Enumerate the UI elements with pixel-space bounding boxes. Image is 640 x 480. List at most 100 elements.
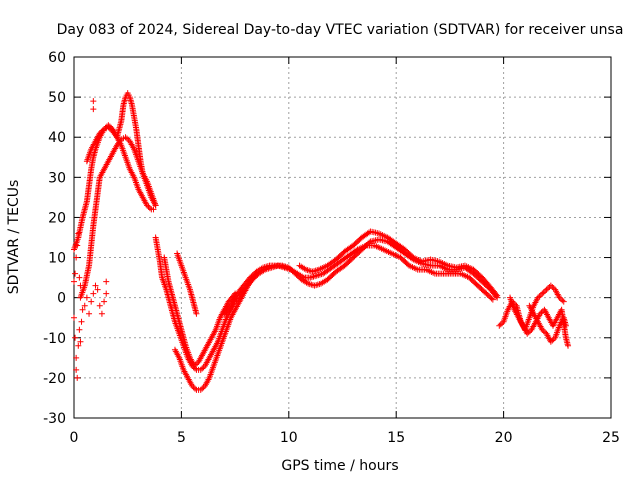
data-point (102, 124, 109, 131)
data-point (525, 329, 532, 336)
y-tick-label: 10 (48, 251, 66, 267)
data-point (547, 338, 554, 345)
y-tick-label: 60 (48, 50, 66, 66)
data-point (103, 278, 110, 285)
data-point (79, 306, 86, 313)
series-track-1 (71, 124, 157, 253)
data-point (123, 135, 130, 142)
data-point (73, 366, 80, 373)
data-point (74, 374, 81, 381)
data-point (76, 274, 83, 281)
data-point (96, 302, 103, 309)
data-point (562, 322, 569, 329)
data-point (144, 202, 151, 209)
y-tick-label: -20 (43, 371, 66, 387)
series-scatter-early (71, 98, 110, 381)
data-point (105, 122, 112, 129)
data-point (101, 298, 108, 305)
x-tick-label: 20 (495, 430, 513, 446)
data-point (494, 292, 501, 299)
data-point (101, 126, 108, 133)
data-point (90, 290, 97, 297)
data-point (72, 334, 79, 341)
data-point (559, 297, 566, 304)
data-point (103, 290, 110, 297)
x-tick-label: 10 (280, 430, 298, 446)
y-tick-label: 0 (57, 291, 66, 307)
series-track-5 (161, 254, 239, 369)
data-point (539, 326, 546, 333)
data-point (77, 282, 84, 289)
data-point (493, 291, 500, 298)
data-point (106, 123, 113, 130)
data-point (71, 278, 77, 285)
data-point (72, 270, 79, 277)
data-point (75, 342, 82, 349)
data-point (192, 361, 199, 368)
series-track-12 (526, 302, 569, 345)
data-point (90, 106, 97, 113)
series-track-3 (83, 90, 159, 209)
data-point (197, 386, 204, 393)
data-point (537, 310, 544, 317)
data-point (83, 294, 90, 301)
data-point (150, 206, 157, 213)
data-point (71, 314, 77, 321)
y-tick-label: 20 (48, 210, 66, 226)
data-point (540, 289, 547, 296)
data-point (565, 342, 572, 349)
x-tick-label: 25 (602, 430, 620, 446)
y-tick-label: -10 (43, 331, 66, 347)
data-point (189, 382, 196, 389)
data-point (86, 310, 93, 317)
data-point (88, 298, 95, 305)
data-point (76, 326, 83, 333)
data-point (90, 98, 97, 105)
data-point (199, 365, 206, 372)
x-tick-label: 0 (70, 430, 79, 446)
data-point (190, 384, 197, 391)
data-point (75, 230, 82, 237)
series-track-9 (296, 228, 501, 299)
data-point (550, 336, 557, 343)
y-tick-label: -30 (43, 411, 66, 427)
data-point (92, 282, 99, 289)
data-point (78, 318, 85, 325)
data-point (146, 205, 153, 212)
data-point (192, 365, 199, 372)
x-axis-label: GPS time / hours (281, 458, 398, 474)
data-point (122, 134, 129, 141)
x-tick-label: 15 (387, 430, 405, 446)
data-point (539, 290, 546, 297)
data-point (98, 310, 105, 317)
data-point (193, 310, 200, 317)
data-point (524, 330, 531, 337)
data-point (96, 130, 103, 137)
data-point (191, 362, 198, 369)
data-point (192, 385, 199, 392)
data-point (73, 254, 80, 261)
data-point (547, 282, 554, 289)
data-point (81, 302, 88, 309)
data-point (152, 202, 159, 209)
data-point (497, 321, 504, 328)
chart-title: Day 083 of 2024, Sidereal Day-to-day VTE… (57, 22, 624, 38)
data-point (557, 296, 564, 303)
y-tick-label: 50 (48, 90, 66, 106)
data-point (556, 294, 563, 301)
data-points (71, 90, 572, 393)
data-point (540, 328, 547, 335)
data-point (534, 294, 541, 301)
data-point (536, 293, 543, 300)
plot-frame (73, 56, 612, 419)
y-tick-label: 40 (48, 130, 66, 146)
axis-ticks: -30 -20 -10 0 10 20 30 40 50 60 0 5 10 15 20 25 (43, 50, 620, 446)
data-point (199, 385, 206, 392)
data-point (549, 337, 556, 344)
data-point (77, 338, 84, 345)
data-point (499, 320, 506, 327)
data-point (544, 285, 551, 292)
data-point (549, 283, 556, 290)
data-point (74, 242, 81, 249)
